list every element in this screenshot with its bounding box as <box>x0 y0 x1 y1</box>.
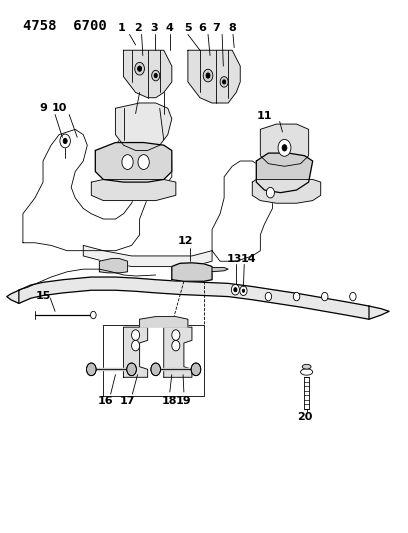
Polygon shape <box>164 327 192 377</box>
Polygon shape <box>95 142 172 182</box>
Polygon shape <box>103 325 204 395</box>
Circle shape <box>240 286 247 295</box>
Text: 12: 12 <box>178 236 194 246</box>
Circle shape <box>138 155 149 169</box>
Polygon shape <box>23 130 172 251</box>
Text: 6: 6 <box>198 23 206 33</box>
Polygon shape <box>19 277 369 319</box>
Polygon shape <box>252 180 321 203</box>
Text: 9: 9 <box>39 103 47 114</box>
Circle shape <box>137 66 142 71</box>
Polygon shape <box>140 317 188 327</box>
Text: 20: 20 <box>297 412 312 422</box>
Circle shape <box>152 70 160 81</box>
Polygon shape <box>188 50 240 103</box>
Circle shape <box>278 140 291 156</box>
Polygon shape <box>172 263 212 281</box>
Polygon shape <box>91 180 176 200</box>
Text: 2: 2 <box>134 23 142 33</box>
Text: 4: 4 <box>166 23 174 33</box>
Text: 7: 7 <box>212 23 220 33</box>
Circle shape <box>91 311 96 319</box>
Text: 19: 19 <box>176 396 192 406</box>
Text: 1: 1 <box>118 23 125 33</box>
Circle shape <box>63 139 67 143</box>
Text: 15: 15 <box>35 290 51 301</box>
Polygon shape <box>7 290 19 303</box>
Circle shape <box>293 292 300 301</box>
Circle shape <box>154 74 157 78</box>
Circle shape <box>131 341 140 351</box>
Circle shape <box>60 134 71 148</box>
Text: 13: 13 <box>226 254 242 264</box>
Polygon shape <box>115 103 172 150</box>
Polygon shape <box>369 306 389 319</box>
Polygon shape <box>124 50 172 98</box>
Circle shape <box>282 144 287 151</box>
Circle shape <box>172 341 180 351</box>
Ellipse shape <box>302 365 311 369</box>
Text: 17: 17 <box>120 396 135 406</box>
Text: 16: 16 <box>98 396 113 406</box>
Text: 3: 3 <box>150 23 157 33</box>
Polygon shape <box>124 327 148 377</box>
Circle shape <box>266 188 275 198</box>
Text: 5: 5 <box>184 23 192 33</box>
Circle shape <box>203 69 213 82</box>
Circle shape <box>322 292 328 301</box>
Circle shape <box>222 80 226 84</box>
Polygon shape <box>256 153 313 192</box>
Circle shape <box>151 363 160 376</box>
Polygon shape <box>83 245 212 266</box>
Text: 14: 14 <box>240 254 256 264</box>
Circle shape <box>172 330 180 341</box>
Circle shape <box>206 73 210 78</box>
Text: 18: 18 <box>162 396 177 406</box>
Polygon shape <box>212 268 228 272</box>
Text: 8: 8 <box>228 23 236 33</box>
Text: 10: 10 <box>51 103 67 114</box>
Polygon shape <box>260 124 308 166</box>
Circle shape <box>86 363 96 376</box>
Circle shape <box>220 77 228 87</box>
Circle shape <box>127 363 136 376</box>
Polygon shape <box>100 259 128 273</box>
Polygon shape <box>212 161 273 261</box>
Text: 11: 11 <box>257 111 272 121</box>
Circle shape <box>135 62 144 75</box>
Circle shape <box>234 288 237 292</box>
Circle shape <box>131 330 140 341</box>
Circle shape <box>122 155 133 169</box>
Text: 4758  6700: 4758 6700 <box>23 19 106 33</box>
Circle shape <box>265 292 272 301</box>
Ellipse shape <box>301 369 313 375</box>
Circle shape <box>191 363 201 376</box>
Circle shape <box>350 292 356 301</box>
Circle shape <box>242 289 245 292</box>
Circle shape <box>231 285 239 295</box>
